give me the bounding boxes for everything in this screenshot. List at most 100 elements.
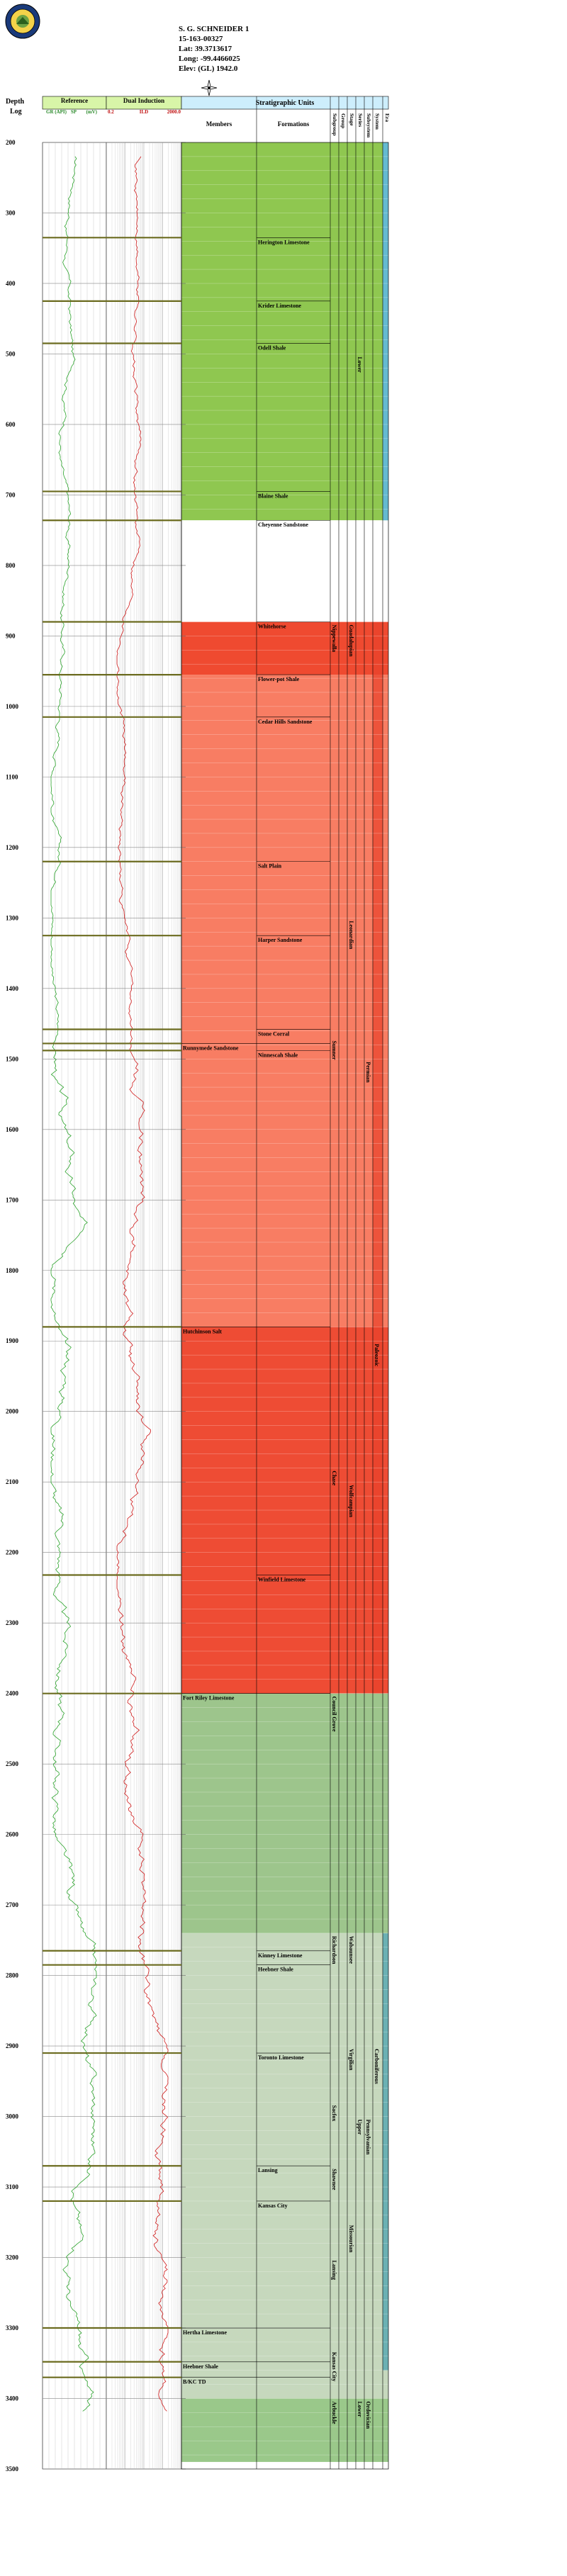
- depth-label-1500: 1500: [6, 1055, 19, 1062]
- depth-label-1200: 1200: [6, 844, 19, 851]
- rank-header-era: Era: [384, 113, 391, 122]
- depth-label-1800: 1800: [6, 1267, 19, 1274]
- reference-scale-right: (mV): [86, 109, 97, 115]
- top-label-5: Whitehorse: [258, 623, 286, 629]
- rank-subgroup-2: Chase: [331, 1470, 337, 1485]
- strat-band-0: [181, 142, 388, 521]
- top-label-0: Herington Limestone: [258, 239, 310, 245]
- strat-band-4: [181, 1327, 388, 1694]
- formations-header: Formations: [278, 120, 310, 128]
- dual-scale-mid: ILD: [140, 109, 148, 115]
- depth-label-1600: 1600: [6, 1126, 19, 1133]
- depth-label-1000: 1000: [6, 703, 19, 710]
- depth-label-400: 400: [6, 280, 16, 287]
- top-label-10: Stone Corral: [258, 1031, 290, 1037]
- depth-label-2900: 2900: [6, 2042, 19, 2049]
- rank-header-subgroup: Subgroup: [332, 113, 338, 136]
- top-label-15: Fort Riley Limestone: [183, 1695, 235, 1702]
- kgs-seal-logo: [5, 4, 40, 39]
- depth-label-800: 800: [6, 562, 16, 569]
- rank-stage-1: Leonardian: [348, 921, 354, 950]
- reference-scale-mid: SP: [71, 109, 77, 115]
- top-label-9: Harper Sandstone: [258, 937, 303, 943]
- rank-header-subsystem: Subsystem: [366, 113, 372, 138]
- depth-label-3300: 3300: [6, 2324, 19, 2332]
- depth-label-2700: 2700: [6, 1901, 19, 1908]
- rank-subgroup-7: Lansing: [331, 2261, 337, 2280]
- well-header: S. G. SCHNEIDER 1 15-163-00327 Lat: 39.3…: [179, 24, 335, 74]
- rank-subgroup-6: Shawnee: [331, 2169, 337, 2190]
- well-api: 15-163-00327: [179, 35, 223, 43]
- depth-label-1900: 1900: [6, 1337, 19, 1344]
- rank-system-1: Pennsylvanian: [365, 2120, 371, 2155]
- top-label-19: Lansing: [258, 2167, 278, 2173]
- rank-header-series: Series: [357, 113, 364, 127]
- depth-label-1300: 1300: [6, 914, 19, 921]
- well-longitude: Long: -99.4466025: [179, 55, 240, 63]
- top-label-12: Runnymede Sandstone: [183, 1045, 239, 1051]
- strat-band-1: [181, 520, 388, 622]
- strat-column-border: [181, 142, 389, 2470]
- depth-label-2300: 2300: [6, 1619, 19, 1626]
- log-header: Log: [10, 108, 22, 116]
- rank-header-system: System: [374, 113, 381, 130]
- depth-label-1700: 1700: [6, 1196, 19, 1203]
- dual-scale-left: 0.2: [108, 109, 114, 115]
- rank-subgroup-1: Sumner: [331, 1040, 337, 1060]
- depth-label-2600: 2600: [6, 1831, 19, 1838]
- top-label-13: Hutchinson Salt: [183, 1328, 222, 1334]
- rank-era-1: Carboniferous: [374, 2049, 380, 2084]
- strat-units-header: Stratigraphic Units: [256, 99, 315, 107]
- depth-label-2100: 2100: [6, 1478, 19, 1485]
- reference-scale-left: GR (API): [46, 109, 67, 115]
- depth-label-200: 200: [6, 139, 16, 146]
- well-latitude: Lat: 39.3713617: [179, 45, 232, 53]
- rank-era-0: Paleozoic: [374, 1344, 380, 1366]
- depth-label-3200: 3200: [6, 2254, 19, 2261]
- rank-series-1: Upper: [357, 2120, 363, 2135]
- strat-band-3: [181, 675, 388, 1327]
- rank-stage-3: Wabaunsee: [348, 1936, 354, 1964]
- rank-subgroup-8: Kansas City: [331, 2352, 337, 2382]
- depth-label-700: 700: [6, 491, 16, 498]
- well-elevation: Elev: (GL) 1942.0: [179, 64, 238, 73]
- gamma-ray-curve: [50, 156, 97, 2412]
- rank-system-2: Ordovician: [365, 2402, 371, 2429]
- rank-subgroup-9: Arbuckle: [331, 2402, 337, 2424]
- top-label-16: Kinney Limestone: [258, 1952, 303, 1959]
- rank-header-group: Group: [340, 113, 347, 128]
- top-label-14: Winfield Limestone: [258, 1577, 306, 1583]
- members-header: Members: [206, 120, 232, 128]
- rank-series-0: Lower: [357, 356, 363, 373]
- top-label-11: Ninnescah Shale: [258, 1052, 298, 1058]
- depth-label-900: 900: [6, 632, 16, 639]
- depth-header: Depth: [6, 98, 25, 106]
- top-label-23: B/KC TD: [183, 2379, 206, 2385]
- top-label-21: Hertha Limestone: [183, 2329, 227, 2336]
- depth-label-2500: 2500: [6, 1760, 19, 1767]
- depth-label-2000: 2000: [6, 1408, 19, 1415]
- top-label-3: Blaine Shale: [258, 493, 288, 499]
- reference-header: Reference: [61, 97, 88, 104]
- depth-label-3100: 3100: [6, 2183, 19, 2190]
- top-label-6: Flower-pot Shale: [258, 676, 300, 682]
- resistivity-curve: [116, 156, 169, 2412]
- depth-label-600: 600: [6, 421, 16, 428]
- well-name: S. G. SCHNEIDER 1: [179, 25, 249, 33]
- depth-label-2200: 2200: [6, 1549, 19, 1556]
- rank-system-0: Permian: [365, 1062, 371, 1083]
- dual-scale-right: 2000.0: [167, 109, 181, 115]
- depth-label-1100: 1100: [6, 773, 18, 780]
- depth-label-2800: 2800: [6, 1972, 19, 1979]
- depth-label-3500: 3500: [6, 2465, 19, 2473]
- depth-label-3400: 3400: [6, 2395, 19, 2402]
- rank-subgroup-5: Sacfox: [331, 2105, 337, 2122]
- era-band-carboniferous: [383, 1933, 388, 2370]
- depth-label-3000: 3000: [6, 2113, 19, 2120]
- dual-induction-header: Dual Induction: [123, 97, 164, 104]
- top-label-22: Heebner Shale: [183, 2363, 218, 2370]
- system-band-permian: [373, 621, 383, 1694]
- top-label-8: Salt Plain: [258, 863, 282, 870]
- top-label-20: Kansas City: [258, 2203, 288, 2209]
